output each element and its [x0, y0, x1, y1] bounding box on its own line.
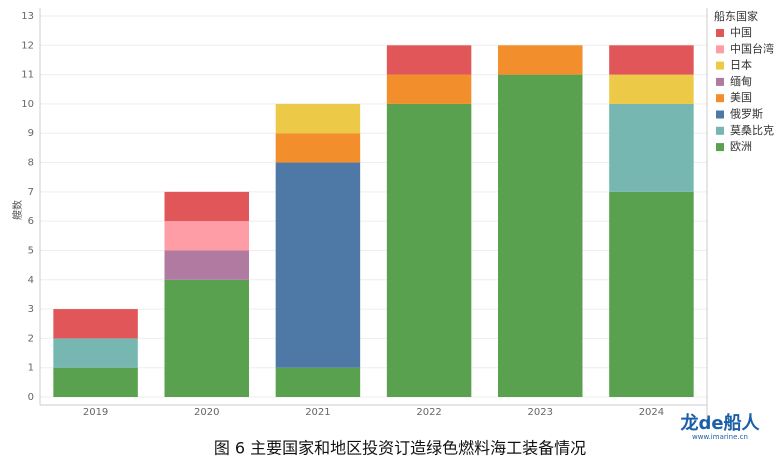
y-tick-label: 12: [21, 40, 34, 51]
legend-swatch: [716, 61, 724, 70]
legend-swatch: [716, 29, 724, 37]
bar-segment: [164, 250, 249, 280]
y-tick-label: 8: [28, 158, 34, 169]
y-axis-label: 艘数: [11, 200, 24, 220]
x-tick-label: 2022: [416, 407, 441, 418]
x-tick-label: 2023: [528, 407, 553, 418]
y-tick-label: 5: [28, 245, 34, 256]
bar-segment: [609, 191, 694, 397]
bar-segment: [609, 74, 694, 104]
y-tick-label: 0: [28, 392, 34, 403]
legend-label: 中国: [730, 26, 752, 39]
bar-segment: [164, 221, 249, 251]
y-tick-label: 2: [28, 333, 34, 344]
watermark: 龙de船人: [680, 412, 760, 434]
x-tick-label: 2020: [194, 407, 219, 418]
y-tick-label: 9: [28, 128, 34, 139]
legend-swatch: [716, 94, 724, 103]
legend-swatch: [716, 110, 724, 119]
legend-swatch: [716, 126, 724, 135]
legend-swatch: [716, 77, 724, 86]
y-tick-label: 7: [28, 187, 34, 198]
bar-segment: [498, 45, 583, 75]
bar-segment: [164, 191, 249, 222]
x-tick-label: 2019: [83, 407, 108, 418]
bar-segment: [275, 367, 361, 397]
bar-segment: [53, 367, 138, 397]
legend-label: 俄罗斯: [730, 108, 763, 121]
legend-label: 缅甸: [730, 74, 752, 88]
caption: 图 6 主要国家和地区投资订造绿色燃料海工装备情况: [214, 439, 586, 458]
legend-label: 莫桑比克: [730, 124, 774, 137]
legend-label: 欧洲: [730, 140, 752, 153]
bar-segment: [609, 45, 694, 75]
bar-segment: [386, 74, 472, 104]
legend-label: 中国台湾: [730, 41, 774, 55]
y-tick-label: 3: [28, 304, 34, 315]
y-tick-label: 6: [28, 216, 34, 227]
y-tick-label: 10: [21, 99, 34, 110]
legend-title: 船东国家: [714, 9, 758, 23]
bar-segment: [275, 133, 361, 163]
bar-segment: [275, 162, 361, 368]
bar-segment: [386, 45, 472, 75]
bar-segment: [609, 103, 694, 192]
x-tick-label: 2024: [639, 407, 664, 418]
x-tick-label: 2021: [305, 407, 330, 418]
legend-label: 日本: [730, 58, 752, 72]
y-tick-label: 4: [28, 275, 34, 286]
bar-segment: [386, 103, 472, 397]
y-tick-label: 1: [28, 363, 34, 374]
bar-segment: [164, 279, 249, 397]
watermark-url: www.imarine.cn: [692, 433, 748, 441]
bar-segment: [275, 103, 361, 134]
y-tick-label: 13: [21, 11, 34, 22]
bar-segment: [498, 74, 583, 397]
legend-swatch: [716, 45, 724, 54]
bar-segment: [53, 338, 138, 368]
legend-label: 美国: [730, 91, 752, 104]
y-tick-label: 11: [21, 70, 34, 81]
legend-swatch: [716, 143, 724, 152]
bar-segment: [53, 309, 138, 339]
